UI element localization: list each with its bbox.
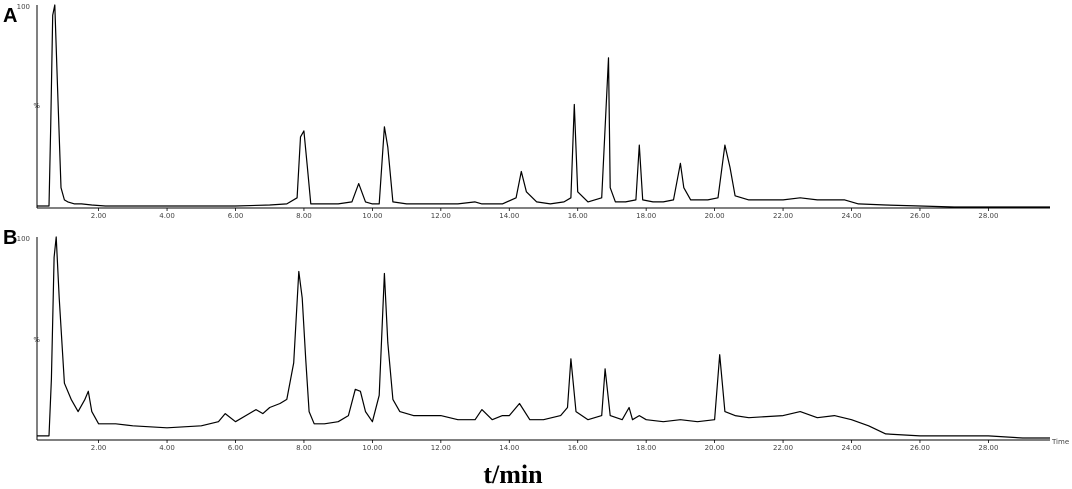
x-tick-label-a-0: 2.00	[91, 212, 107, 220]
x-tick-label-a-1: 4.00	[159, 212, 175, 220]
x-tick-label-b-8: 18.00	[636, 444, 656, 452]
x-tick-label-a-6: 14.00	[499, 212, 519, 220]
x-tick-label-b-13: 28.00	[978, 444, 998, 452]
y-tick-label-a-top: 100	[17, 3, 30, 11]
x-tick-label-b-4: 10.00	[362, 444, 382, 452]
x-tick-label-a-9: 20.00	[705, 212, 725, 220]
x-tick-label-b-9: 20.00	[705, 444, 725, 452]
chromatogram-trace-a	[37, 4, 1050, 208]
x-tick-label-a-10: 22.00	[773, 212, 793, 220]
x-tick-label-b-12: 26.00	[910, 444, 930, 452]
x-ticks-a: 2.00 4.00 6.00 8.00 10.00 12.00 14.00 16.00 18.0…	[91, 208, 998, 220]
x-tick-label-a-3: 8.00	[296, 212, 312, 220]
x-axis-unit-label: Time	[1051, 438, 1069, 446]
x-tick-label-a-7: 16.00	[568, 212, 588, 220]
x-tick-label-b-1: 4.00	[159, 444, 175, 452]
x-tick-label-b-11: 24.00	[841, 444, 861, 452]
x-tick-label-b-2: 6.00	[228, 444, 244, 452]
chart-panel-b: B 100 % 2.00 4.00 6.00 8.00 10.00 12.00 14.00 1…	[3, 227, 1069, 452]
x-tick-label-a-8: 18.00	[636, 212, 656, 220]
y-tick-label-b-top: 100	[17, 235, 30, 243]
x-tick-label-a-4: 10.00	[362, 212, 382, 220]
x-tick-label-a-13: 28.00	[978, 212, 998, 220]
x-tick-label-a-5: 12.00	[431, 212, 451, 220]
panel-label-b: B	[3, 227, 17, 249]
x-ticks-b: 2.00 4.00 6.00 8.00 10.00 12.00 14.00 16.00 18.0…	[91, 440, 998, 452]
x-tick-label-a-12: 26.00	[910, 212, 930, 220]
x-axis-title: t/min	[483, 460, 543, 489]
x-tick-label-b-10: 22.00	[773, 444, 793, 452]
x-tick-label-b-6: 14.00	[499, 444, 519, 452]
x-tick-label-a-2: 6.00	[228, 212, 244, 220]
x-tick-label-b-7: 16.00	[568, 444, 588, 452]
chromatogram-trace-b	[37, 236, 1050, 439]
x-tick-label-b-0: 2.00	[91, 444, 107, 452]
chart-panel-a: A 100 % 2.00 4.00 6.00 8.00 10.00 12.00 14.00 1…	[3, 3, 1050, 220]
panel-label-a: A	[3, 5, 17, 27]
x-tick-label-a-11: 24.00	[841, 212, 861, 220]
x-tick-label-b-3: 8.00	[296, 444, 312, 452]
x-tick-label-b-5: 12.00	[431, 444, 451, 452]
